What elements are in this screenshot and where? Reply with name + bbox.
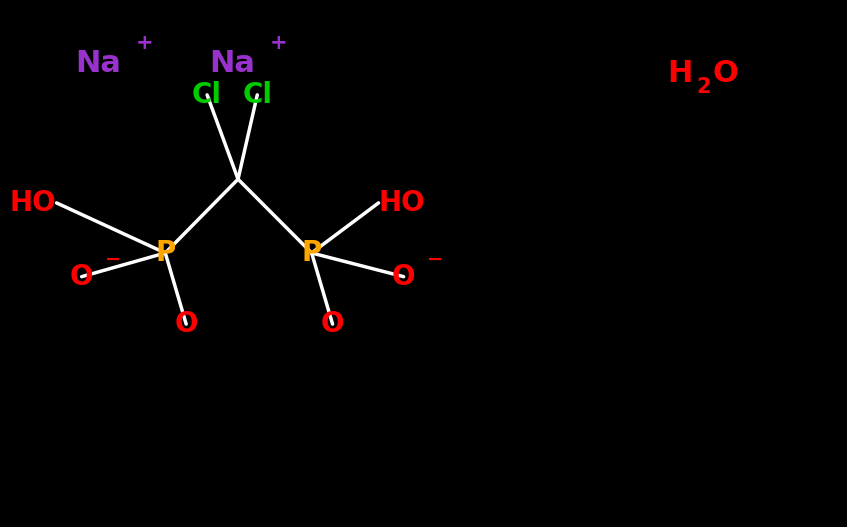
Text: 2: 2 <box>696 77 711 97</box>
Text: O: O <box>713 59 739 89</box>
Text: −: − <box>427 250 444 269</box>
Text: Na: Na <box>75 48 121 78</box>
Text: +: + <box>269 33 287 53</box>
Text: +: + <box>136 33 153 53</box>
Text: H: H <box>667 59 692 89</box>
Text: HO: HO <box>10 189 57 217</box>
Text: Cl: Cl <box>192 81 222 109</box>
Text: P: P <box>302 239 322 267</box>
Text: O: O <box>321 310 345 338</box>
Text: O: O <box>392 262 415 291</box>
Text: O: O <box>69 262 93 291</box>
Text: Na: Na <box>209 48 255 78</box>
Text: Cl: Cl <box>242 81 272 109</box>
Text: P: P <box>155 239 175 267</box>
Text: O: O <box>174 310 198 338</box>
Text: −: − <box>105 250 122 269</box>
Text: HO: HO <box>379 189 425 217</box>
